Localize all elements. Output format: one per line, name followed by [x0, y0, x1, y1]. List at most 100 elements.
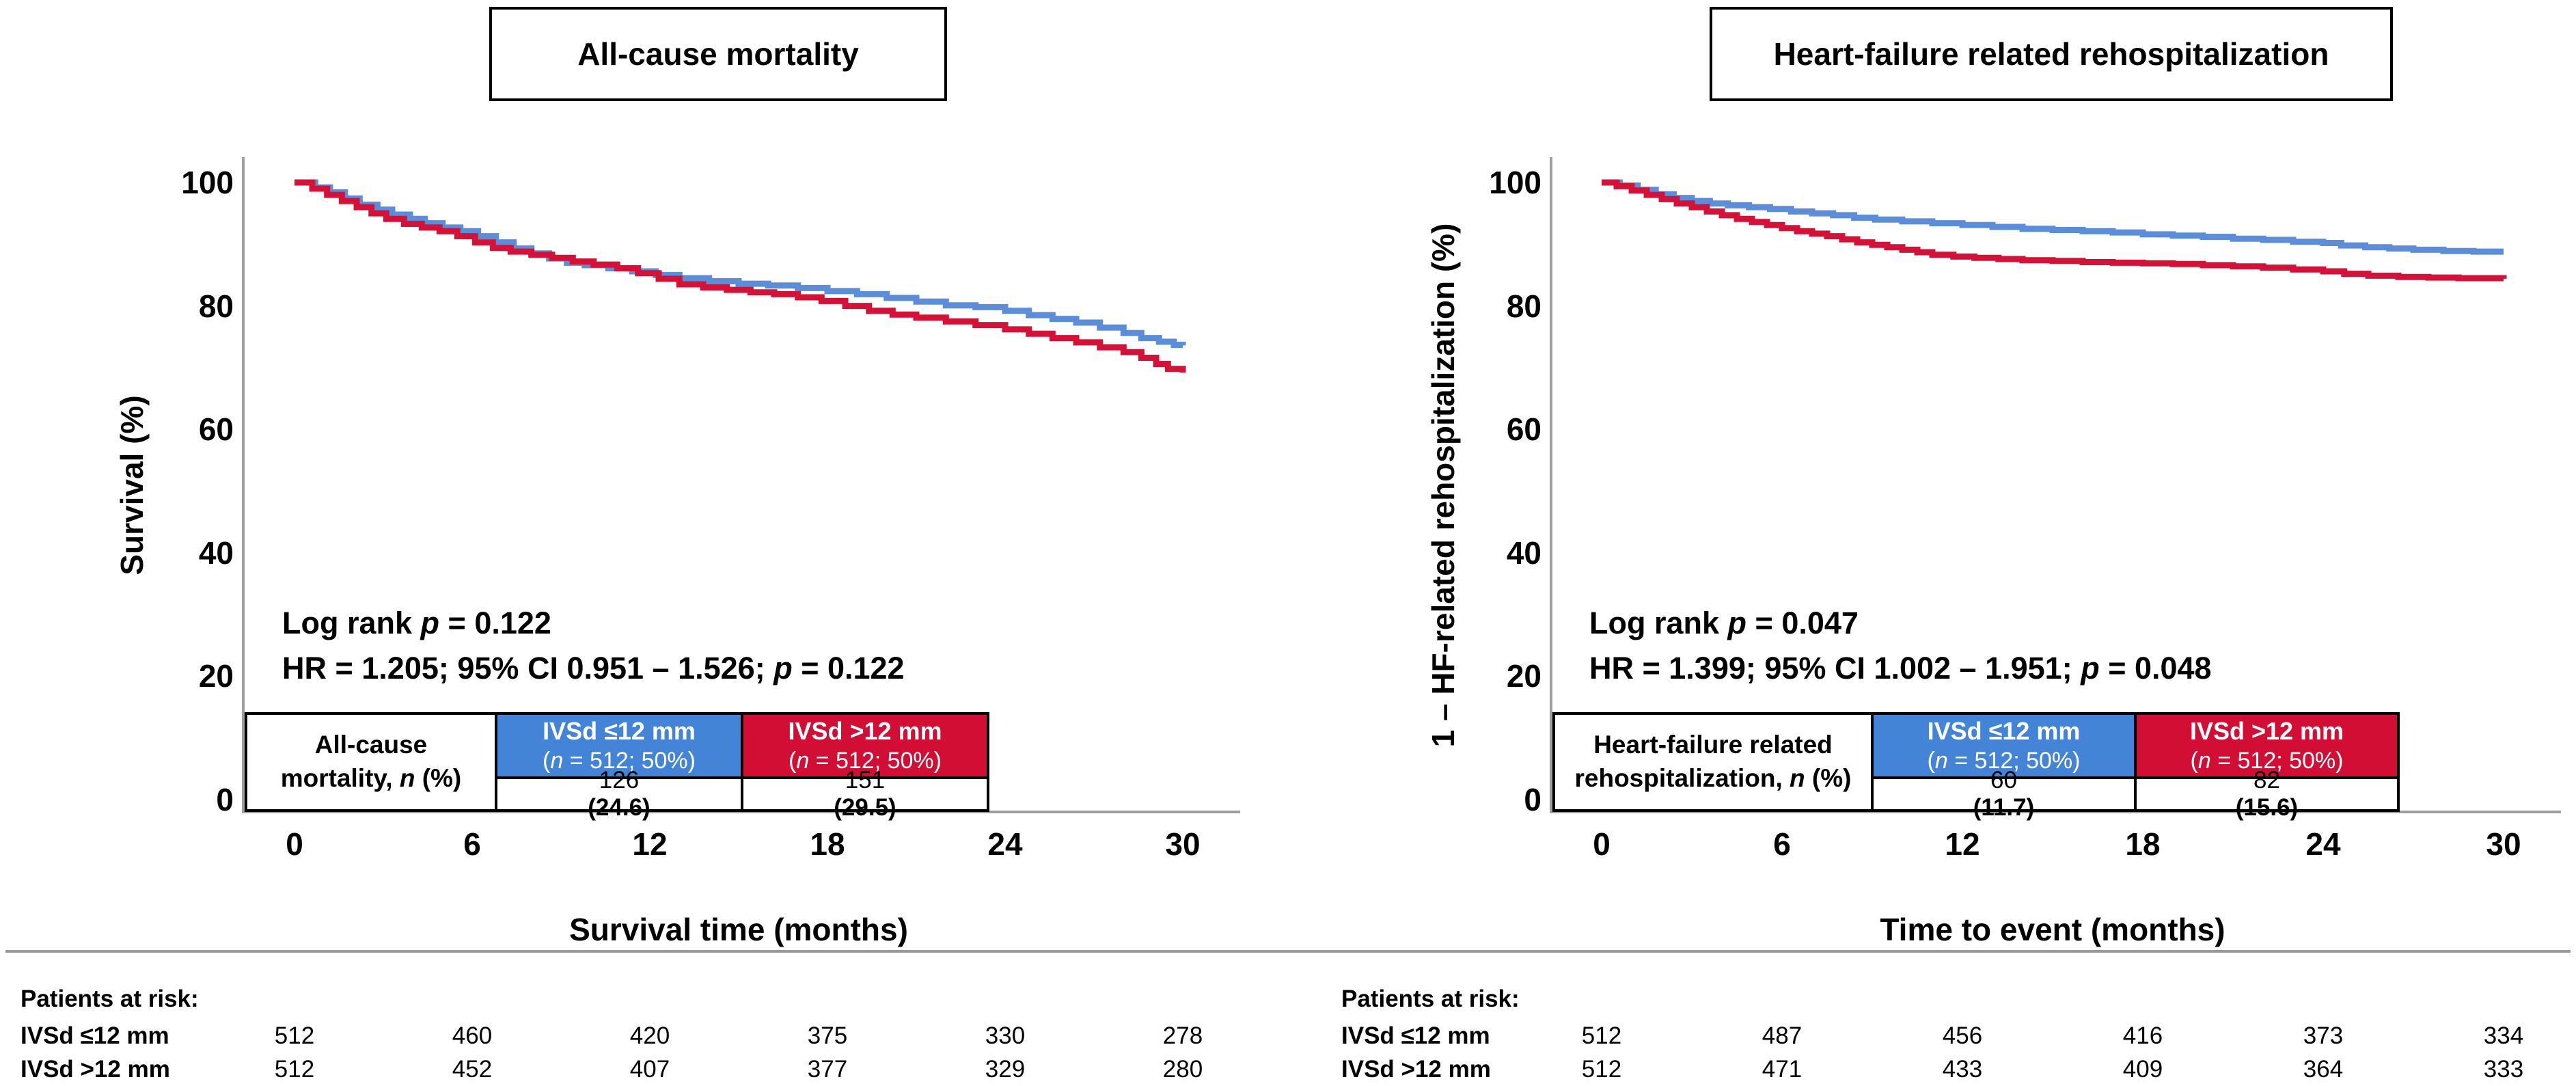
text-run: = 512; 50%) [563, 748, 696, 774]
x-tick-label: 6 [1773, 826, 1791, 862]
text-run: 82 [2253, 767, 2280, 793]
hr-ci-text: HR = 1.205; 95% CI 0.951 – 1.526; p = 0.… [282, 649, 905, 688]
at-risk-count: 433 [1942, 1056, 1983, 1083]
x-tick-label: 18 [810, 826, 845, 862]
km-curve-ivsd-gt12 [1602, 179, 2507, 282]
text-run: p [773, 651, 793, 685]
text-run: n [399, 764, 415, 792]
logrank-text: Log rank p = 0.047 [1589, 604, 1859, 642]
at-risk-count: 420 [629, 1022, 670, 1049]
at-risk-count: 329 [985, 1056, 1026, 1083]
legend-group-n: (n = 512; 50%) [2191, 746, 2344, 776]
at-risk-count: 512 [274, 1022, 315, 1049]
x-tick-label: 6 [463, 826, 481, 862]
y-tick-label: 0 [1524, 782, 1542, 817]
panel-title: All-cause mortality [577, 36, 859, 72]
panel-title: Heart-failure related rehospitalization [1773, 36, 2329, 72]
patients-at-risk-heading: Patients at risk: [20, 986, 199, 1012]
y-tick-label: 20 [1506, 658, 1542, 694]
at-risk-count: 334 [2483, 1022, 2524, 1049]
text-run: 151 [845, 767, 886, 793]
legend-outcome-line: rehospitalization, n (%) [1575, 762, 1852, 796]
at-risk-row-label: IVSd >12 mm [20, 1056, 170, 1083]
text-run: = 512; 50%) [809, 748, 942, 774]
legend-group-count: 60 (11.7) [1874, 767, 2134, 821]
risk-section-divider [5, 950, 2571, 953]
at-risk-count: 377 [807, 1056, 848, 1083]
at-risk-count: 280 [1162, 1056, 1203, 1083]
at-risk-row-label: IVSd ≤12 mm [20, 1022, 169, 1049]
y-axis-title: 1 – HF-related rehospitalization (%) [1425, 223, 1461, 748]
text-run: ( [1927, 748, 1935, 774]
at-risk-count: 409 [2122, 1056, 2163, 1083]
x-tick-label: 0 [286, 826, 303, 862]
at-risk-count: 471 [1762, 1056, 1803, 1083]
text-run: p [2081, 651, 2100, 685]
x-tick-label: 24 [987, 826, 1023, 862]
text-run: p [420, 606, 440, 640]
logrank-text: Log rank p = 0.122 [282, 604, 551, 642]
legend-group-n: (n = 512; 50%) [789, 746, 942, 776]
at-risk-count: 512 [274, 1056, 315, 1083]
text-run: 126 [599, 767, 640, 793]
x-tick-label: 12 [1945, 826, 1980, 862]
y-tick-label: 20 [198, 658, 234, 694]
legend-group-count: 151 (29.5) [743, 767, 987, 821]
legend-group-count: 126 (24.6) [497, 767, 741, 821]
at-risk-count: 416 [2122, 1022, 2163, 1049]
text-run: 60 [1990, 767, 2017, 793]
legend-group-header-ivsd-le12: IVSd ≤12 mm (n = 512; 50%) [497, 715, 741, 776]
y-tick-label: 0 [216, 782, 234, 817]
legend-group-header-ivsd-gt12: IVSd >12 mm (n = 512; 50%) [743, 715, 987, 776]
text-run: = 512; 50%) [2210, 748, 2344, 774]
legend-group-count: 82 (15.6) [2137, 767, 2397, 821]
legend-group-n: (n = 512; 50%) [1928, 746, 2081, 776]
at-risk-count: 364 [2303, 1056, 2344, 1083]
legend-group-header-ivsd-gt12: IVSd >12 mm (n = 512; 50%) [2137, 715, 2397, 776]
legend-outcome-line: Heart-failure related [1593, 729, 1833, 762]
y-tick-label: 100 [1489, 165, 1542, 200]
y-tick-label: 40 [198, 534, 234, 571]
text-run: (%) [1805, 764, 1852, 792]
legend-table: Heart-failure related rehospitalization, … [1552, 712, 2400, 821]
legend-group-name: IVSd ≤12 mm [543, 717, 696, 746]
at-risk-count: 512 [1581, 1022, 1622, 1049]
y-tick-label: 80 [198, 288, 234, 324]
text-run: (%) [415, 764, 462, 792]
text-run: (15.6) [2235, 794, 2299, 821]
legend-group-name: IVSd >12 mm [788, 717, 942, 746]
x-axis-title: Time to event (months) [1880, 912, 2225, 947]
at-risk-count: 487 [1762, 1022, 1803, 1049]
text-run: p [1727, 606, 1747, 640]
at-risk-row-label: IVSd >12 mm [1341, 1056, 1491, 1083]
text-run: n [2197, 748, 2211, 774]
y-tick-label: 100 [181, 165, 234, 200]
panel-title-box-left: All-cause mortality [489, 7, 947, 101]
at-risk-count: 375 [807, 1022, 848, 1049]
text-run: HR = 1.399; 95% CI 1.002 – 1.951; [1589, 651, 2081, 685]
legend-outcome-cell: Heart-failure related rehospitalization, … [1555, 715, 1871, 809]
x-tick-label: 30 [1165, 826, 1201, 862]
at-risk-count: 512 [1581, 1056, 1622, 1083]
text-run: = 0.122 [439, 606, 551, 640]
legend-outcome-line: mortality, n (%) [281, 762, 462, 796]
at-risk-count: 330 [985, 1022, 1026, 1049]
text-run: n [550, 748, 564, 774]
text-run: Heart-failure related [1593, 731, 1833, 759]
y-tick-label: 60 [1506, 411, 1542, 448]
legend-table: All-cause mortality, n (%) IVSd ≤12 mm (n =… [245, 712, 989, 821]
y-tick-label: 40 [1506, 534, 1542, 571]
at-risk-count: 278 [1162, 1022, 1203, 1049]
at-risk-count: 456 [1942, 1022, 1983, 1049]
legend-group-name: IVSd >12 mm [2189, 717, 2344, 746]
legend-outcome-line: All-cause [315, 729, 428, 762]
text-run: (29.5) [834, 794, 896, 821]
x-tick-label: 0 [1593, 826, 1611, 862]
km-curve-ivsd-le12 [1602, 179, 2504, 255]
text-run: ( [2190, 748, 2198, 774]
y-tick-label: 60 [198, 411, 234, 448]
text-run: All-cause [314, 731, 428, 759]
at-risk-row-label: IVSd ≤12 mm [1341, 1022, 1490, 1049]
text-run: Log rank [1589, 606, 1728, 640]
